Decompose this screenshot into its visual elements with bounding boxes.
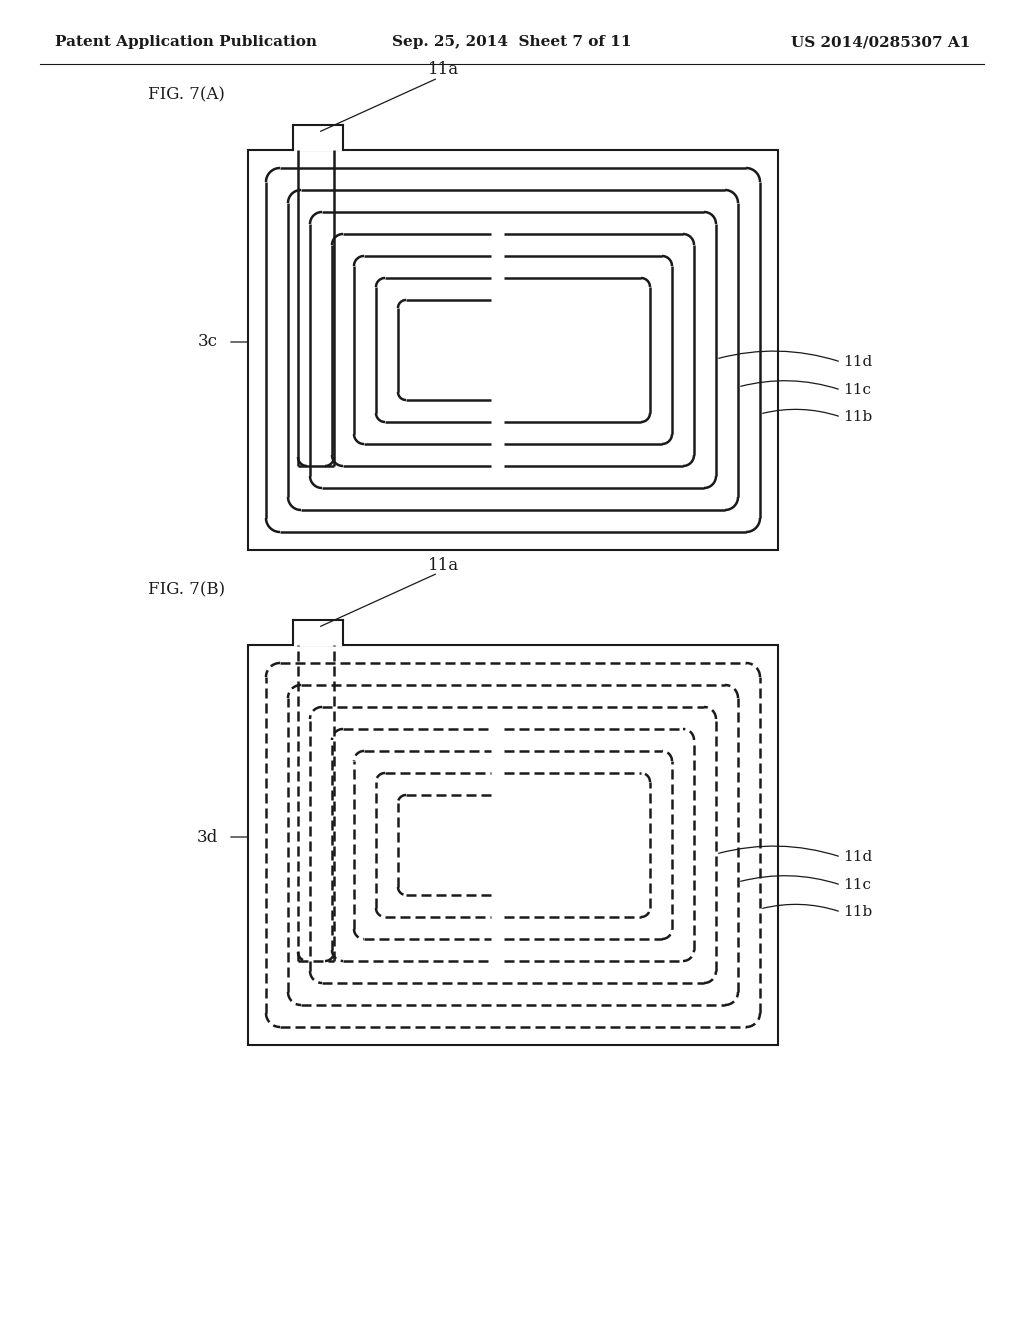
Text: 11c: 11c	[843, 383, 871, 397]
Text: 11b: 11b	[843, 906, 872, 919]
Text: 11c: 11c	[843, 878, 871, 892]
Text: FIG. 7(B): FIG. 7(B)	[148, 582, 225, 598]
Text: 3d: 3d	[197, 829, 218, 846]
Bar	[293, 125, 343, 150]
Text: 11d: 11d	[843, 850, 872, 865]
Text: 11a: 11a	[427, 557, 459, 573]
Text: 3c: 3c	[198, 334, 218, 351]
Text: 11b: 11b	[843, 411, 872, 424]
Text: Sep. 25, 2014  Sheet 7 of 11: Sep. 25, 2014 Sheet 7 of 11	[392, 36, 632, 49]
Text: Patent Application Publication: Patent Application Publication	[55, 36, 317, 49]
Text: 11d: 11d	[843, 355, 872, 370]
Text: US 2014/0285307 A1: US 2014/0285307 A1	[791, 36, 970, 49]
Bar	[248, 150, 778, 550]
Bar	[248, 645, 778, 1045]
Bar	[293, 620, 343, 645]
Text: FIG. 7(A): FIG. 7(A)	[148, 87, 225, 103]
Text: 11a: 11a	[427, 62, 459, 78]
